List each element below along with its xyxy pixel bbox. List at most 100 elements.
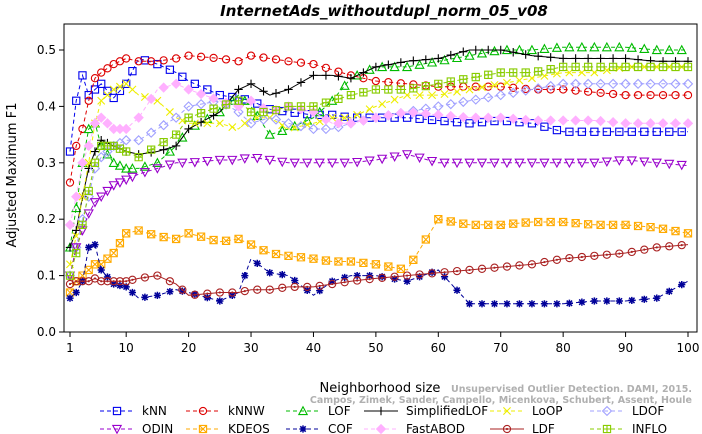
data-point-odin: [576, 158, 587, 169]
data-point-lof: [277, 125, 288, 135]
data-point-ldof: [183, 101, 194, 112]
data-point-kdeos: [421, 235, 430, 244]
data-point-ldf: [165, 277, 175, 286]
data-point-ldf: [565, 253, 574, 263]
data-point-ldf: [240, 286, 249, 296]
data-point-simplifiedlof: [533, 52, 543, 61]
data-point-inflo: [683, 62, 693, 72]
data-point-knnw: [683, 90, 693, 100]
legend-marker-cof: [299, 425, 307, 433]
data-point-odin: [439, 158, 450, 169]
series-knn: [65, 56, 688, 156]
data-point-knn: [627, 127, 636, 136]
data-point-simplifiedlof: [284, 85, 293, 94]
data-point-simplifiedlof: [621, 54, 630, 63]
data-point-kdeos: [509, 219, 518, 228]
data-point-knn: [640, 127, 649, 136]
legend-item-cof: COF: [286, 422, 353, 434]
data-point-kdeos: [246, 240, 256, 249]
data-point-ldf: [515, 261, 524, 270]
data-point-inflo: [583, 62, 593, 72]
data-point-cof: [415, 273, 424, 281]
legend-marker-fastabod: [375, 423, 387, 434]
data-point-simplifiedlof: [371, 62, 381, 72]
data-point-knn: [527, 119, 537, 128]
data-point-odin: [664, 159, 675, 170]
data-point-simplifiedlof: [196, 117, 206, 127]
x-tick-label: 1: [66, 341, 74, 355]
data-point-inflo: [371, 85, 381, 94]
data-point-knnw: [65, 178, 75, 187]
data-point-fastabod: [520, 114, 531, 126]
data-point-knn: [178, 72, 187, 81]
data-point-loop: [478, 83, 486, 92]
data-point-odin: [352, 157, 363, 168]
data-point-ldof: [682, 78, 694, 90]
legend-label-lof: LOF: [328, 404, 351, 418]
data-point-lof: [639, 43, 650, 54]
legend-label-inflo: INFLO: [632, 422, 667, 434]
data-point-lof: [152, 157, 163, 167]
data-point-lof: [426, 57, 438, 67]
data-point-knn: [540, 122, 549, 131]
legend-marker-ldf: [502, 424, 512, 434]
data-point-simplifiedlof: [396, 58, 406, 67]
data-point-cof: [85, 243, 93, 251]
data-point-ldof: [582, 78, 594, 90]
y-tick-label: 0.3: [37, 156, 56, 170]
data-point-knnw: [646, 90, 655, 100]
data-point-kdeos: [171, 234, 181, 244]
data-point-odin: [227, 155, 238, 166]
data-point-ldf: [427, 269, 437, 278]
data-point-lof: [551, 42, 563, 52]
data-point-ldf: [203, 289, 212, 298]
data-point-ldf: [602, 250, 611, 259]
data-point-ldof: [445, 98, 456, 110]
data-point-simplifiedlof: [459, 47, 468, 56]
data-point-ldof: [308, 123, 319, 135]
data-point-knn: [340, 112, 349, 121]
data-point-odin: [127, 172, 138, 183]
data-point-cof: [440, 273, 449, 281]
data-point-simplifiedlof: [334, 72, 343, 81]
data-point-fastabod: [358, 115, 369, 126]
legend-marker-ldof: [601, 405, 613, 417]
data-point-cof: [153, 291, 161, 299]
data-point-ldof: [483, 92, 494, 103]
data-point-inflo: [559, 62, 568, 72]
data-point-fastabod: [483, 112, 494, 123]
data-point-fastabod: [645, 118, 656, 129]
data-point-kdeos: [371, 260, 381, 269]
data-point-loop: [515, 76, 524, 85]
data-point-loop: [115, 82, 124, 91]
data-point-inflo: [84, 186, 93, 196]
data-point-kdeos: [596, 220, 605, 229]
x-tick-label: 30: [243, 341, 258, 355]
data-point-lof: [414, 59, 425, 69]
data-point-lof: [651, 44, 662, 55]
data-point-simplifiedlof: [159, 145, 168, 154]
data-point-kdeos: [296, 253, 306, 262]
series-odin: [64, 150, 689, 281]
data-point-ldf: [402, 271, 412, 280]
data-point-knn: [440, 116, 449, 126]
data-point-ldof: [258, 114, 269, 125]
data-point-loop: [128, 85, 137, 94]
data-point-knn: [203, 85, 212, 94]
data-point-fastabod: [632, 118, 644, 129]
data-point-loop: [365, 105, 374, 114]
data-point-simplifiedlof: [296, 78, 306, 87]
data-point-cof: [66, 294, 74, 302]
data-point-ldf: [452, 266, 462, 276]
data-point-odin: [364, 156, 375, 167]
data-point-simplifiedlof: [84, 164, 93, 173]
data-point-simplifiedlof: [484, 45, 493, 55]
data-point-inflo: [384, 85, 393, 94]
data-point-inflo: [334, 94, 343, 104]
data-point-fastabod: [433, 109, 444, 121]
data-point-loop: [353, 110, 362, 119]
data-point-knnw: [97, 68, 106, 77]
data-point-simplifiedlof: [421, 55, 431, 64]
data-point-inflo: [421, 81, 430, 91]
